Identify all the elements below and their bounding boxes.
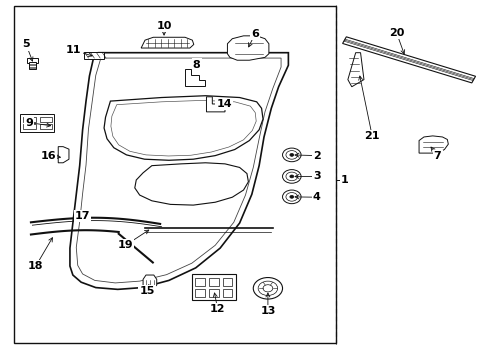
- Text: 17: 17: [75, 211, 90, 221]
- Polygon shape: [143, 275, 157, 289]
- Bar: [29, 62, 36, 69]
- Circle shape: [285, 193, 297, 201]
- Bar: [208, 278, 218, 286]
- Bar: [14, 6, 335, 343]
- Text: 18: 18: [28, 261, 43, 271]
- Circle shape: [289, 175, 293, 178]
- Circle shape: [289, 153, 293, 156]
- Text: 15: 15: [139, 286, 154, 296]
- Bar: [83, 51, 104, 59]
- Text: 8: 8: [192, 59, 200, 69]
- Text: 13: 13: [260, 306, 275, 316]
- Polygon shape: [418, 136, 447, 153]
- Text: 12: 12: [209, 304, 225, 314]
- Circle shape: [285, 150, 297, 159]
- Circle shape: [263, 285, 272, 292]
- Polygon shape: [76, 58, 281, 283]
- Bar: [222, 289, 232, 297]
- Text: 21: 21: [364, 131, 379, 141]
- Bar: [23, 117, 36, 122]
- Polygon shape: [347, 53, 363, 87]
- Text: 1: 1: [340, 175, 348, 185]
- Text: 4: 4: [312, 192, 320, 202]
- Text: 2: 2: [312, 150, 320, 161]
- Polygon shape: [135, 163, 248, 205]
- Text: 9: 9: [25, 118, 33, 128]
- Polygon shape: [58, 147, 69, 163]
- Bar: [20, 114, 54, 132]
- Bar: [195, 278, 204, 286]
- Polygon shape: [206, 97, 224, 112]
- Circle shape: [253, 278, 282, 299]
- Bar: [23, 124, 36, 130]
- Text: 3: 3: [312, 171, 320, 181]
- Text: 20: 20: [388, 28, 404, 38]
- Polygon shape: [104, 96, 263, 160]
- Polygon shape: [141, 37, 193, 48]
- Bar: [191, 274, 235, 300]
- Text: 10: 10: [156, 21, 171, 31]
- Bar: [40, 117, 52, 122]
- Text: 5: 5: [22, 40, 30, 49]
- Circle shape: [282, 170, 301, 183]
- Circle shape: [258, 281, 277, 296]
- Polygon shape: [227, 36, 268, 60]
- Bar: [26, 58, 38, 63]
- Text: 19: 19: [118, 240, 133, 250]
- Polygon shape: [342, 37, 474, 83]
- Circle shape: [285, 172, 297, 181]
- Text: 16: 16: [41, 150, 56, 161]
- Text: 6: 6: [251, 29, 259, 39]
- Text: 14: 14: [216, 99, 231, 109]
- Circle shape: [282, 148, 301, 162]
- Circle shape: [289, 195, 293, 198]
- Polygon shape: [70, 53, 288, 289]
- Polygon shape: [111, 100, 256, 156]
- Bar: [208, 289, 218, 297]
- Bar: [222, 278, 232, 286]
- Text: 11: 11: [66, 45, 81, 55]
- Circle shape: [282, 190, 301, 204]
- Text: 7: 7: [433, 151, 441, 161]
- Bar: [195, 289, 204, 297]
- Polygon shape: [184, 69, 204, 86]
- Bar: [40, 124, 52, 130]
